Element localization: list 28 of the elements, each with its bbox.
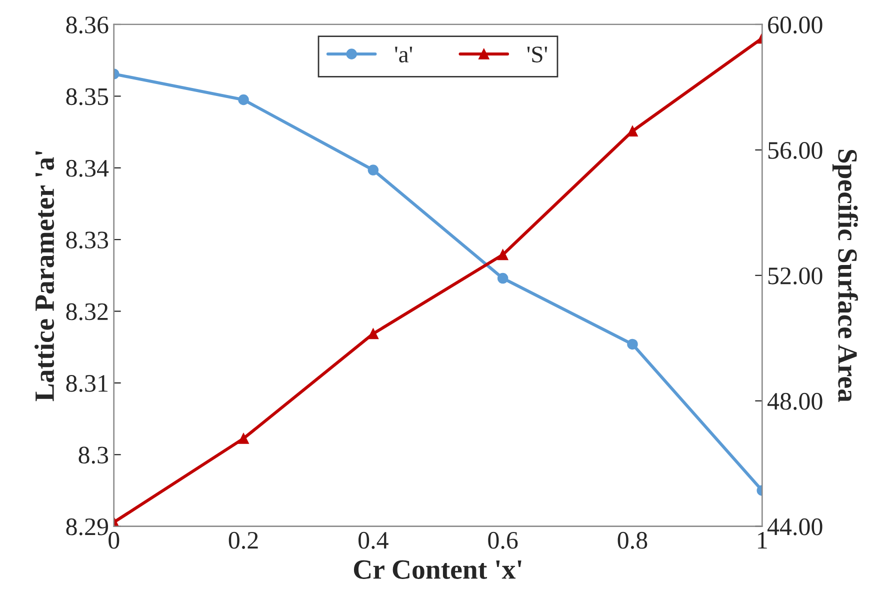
y-tick-label: 8.33 bbox=[66, 232, 108, 249]
y2-axis-title: Specific Surface Area bbox=[832, 150, 858, 402]
y2-tick-label: 52.00 bbox=[768, 267, 822, 284]
y-tick-label: 8.3 bbox=[78, 446, 108, 464]
point bbox=[368, 164, 379, 176]
y-tick-label: 8.32 bbox=[66, 303, 108, 320]
point bbox=[497, 249, 508, 260]
y-tick-label: 8.35 bbox=[66, 88, 108, 106]
y2-tick-label: 56.00 bbox=[768, 142, 822, 159]
x-tick-label: 1 bbox=[758, 532, 767, 549]
x-tick-label: 0.8 bbox=[618, 532, 648, 549]
y2-tick-label: 60.00 bbox=[768, 16, 822, 34]
y-tick-label: 8.31 bbox=[66, 374, 108, 392]
x-tick-label: 0.2 bbox=[228, 532, 258, 549]
x-tick-label: 0.6 bbox=[488, 532, 518, 549]
x-axis-title: Cr Content 'x' bbox=[354, 560, 522, 579]
point bbox=[497, 272, 508, 284]
y-tick-label: 8.34 bbox=[66, 160, 109, 177]
y-axis-title: Lattice Parameter 'a' bbox=[34, 151, 54, 402]
y2-tick-label: 48.00 bbox=[767, 392, 822, 410]
legend-label: 'S' bbox=[527, 46, 548, 62]
x-tick-label: 0.4 bbox=[358, 532, 388, 549]
x-tick-label: 0 bbox=[108, 532, 120, 549]
y-tick-label: 8.29 bbox=[66, 518, 108, 536]
y2-tick-label: 44.00 bbox=[767, 518, 822, 536]
point bbox=[368, 328, 379, 340]
y-tick-label: 8.36 bbox=[66, 16, 108, 34]
legend-label: 'a' bbox=[395, 46, 412, 62]
